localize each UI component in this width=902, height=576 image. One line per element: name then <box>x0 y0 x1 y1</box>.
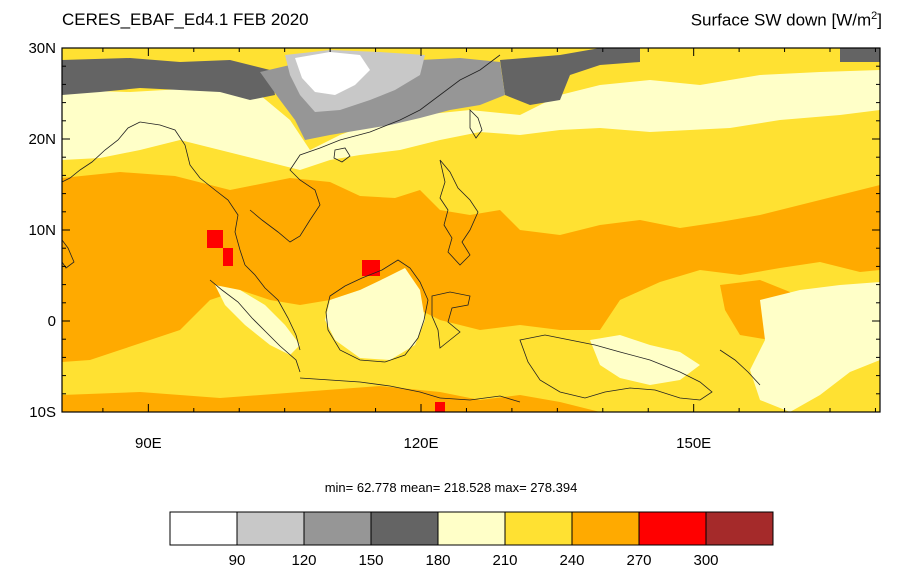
coastline-borneo <box>325 259 429 363</box>
statistics-text: min= 62.778 mean= 218.528 max= 278.394 <box>324 480 578 495</box>
colorbar-swatch <box>236 511 305 546</box>
colorbar-label: 180 <box>425 552 450 569</box>
field-region-white <box>295 52 370 95</box>
colorbar-swatch <box>638 511 707 546</box>
lon-tick-label: 150E <box>676 435 711 452</box>
longitude-labels: 90E 120E 150E <box>135 435 711 452</box>
colorbar-labels: 90 120 150 180 210 240 270 300 <box>229 552 719 569</box>
colorbar-label: 270 <box>626 552 651 569</box>
lat-tick-label: 30N <box>28 40 56 57</box>
axis-ticks <box>62 47 880 413</box>
colorbar-label: 90 <box>229 552 246 569</box>
coastline-new-guinea <box>519 334 713 401</box>
field-patch-red-borneo <box>362 260 380 276</box>
field-region-gray-dark <box>62 58 275 100</box>
colorbar-label: 300 <box>693 552 718 569</box>
colorbar-swatch <box>303 511 372 546</box>
field-region-orange-south <box>62 386 600 412</box>
lat-tick-label: 10S <box>29 404 56 421</box>
field-region-gray-dark-far-east <box>840 48 880 62</box>
coastline-taiwan <box>469 109 483 139</box>
latitude-labels: 30N 20N 10N 0 10S <box>28 40 56 421</box>
lat-tick-label: 10N <box>28 222 56 239</box>
lon-tick-label: 90E <box>135 435 162 452</box>
variable-title-end: ] <box>877 10 882 30</box>
variable-title-main: Surface SW down [W/m <box>690 10 872 30</box>
map-title: CERES_EBAF_Ed4.1 FEB 2020 <box>62 10 309 29</box>
colorbar-swatch <box>169 511 238 546</box>
colorbar-swatch <box>705 511 774 546</box>
colorbar-label: 210 <box>492 552 517 569</box>
variable-title-superscript: 2 <box>871 10 878 22</box>
coastlines <box>62 54 761 403</box>
coastline-indochina <box>249 54 501 243</box>
colorbar-swatch <box>437 511 506 546</box>
variable-title: Surface SW down [W/m2] <box>691 10 882 31</box>
field-patch-red-andaman-south <box>223 248 233 266</box>
colorbar <box>169 511 774 546</box>
coastline-bay-of-bengal <box>139 121 246 266</box>
field-patch-red-andaman <box>207 230 223 248</box>
lat-tick-label: 0 <box>48 313 56 330</box>
field-region-pale-sumatra <box>215 285 300 355</box>
colorbar-swatch <box>571 511 640 546</box>
lat-tick-label: 20N <box>28 131 56 148</box>
field-region-pale-east <box>750 282 880 412</box>
field-region-pale-guinea <box>590 335 700 385</box>
lon-tick-label: 120E <box>403 435 438 452</box>
colorbar-label: 150 <box>358 552 383 569</box>
field-region-pale-north <box>62 70 880 170</box>
field-patch-red-south <box>435 402 445 412</box>
field-region-gray-dark-east <box>500 48 640 105</box>
field-region-pale-borneo <box>325 268 425 360</box>
coastline-hainan <box>333 147 351 163</box>
colorbar-swatch <box>370 511 439 546</box>
coastline-india <box>62 121 141 183</box>
coastline-lesser-sunda <box>439 395 521 403</box>
coastline-sulawesi <box>431 291 471 349</box>
colorbar-label: 240 <box>559 552 584 569</box>
coastline-solomon <box>719 349 761 386</box>
colorbar-swatch <box>504 511 573 546</box>
coastline-java <box>299 377 441 399</box>
field-region-orange-west <box>62 172 880 362</box>
map-field <box>62 48 880 412</box>
coastline-malay-peninsula <box>244 264 301 351</box>
coastline-philippines <box>439 159 479 266</box>
colorbar-label: 120 <box>291 552 316 569</box>
coastline-sumatra <box>209 279 301 373</box>
